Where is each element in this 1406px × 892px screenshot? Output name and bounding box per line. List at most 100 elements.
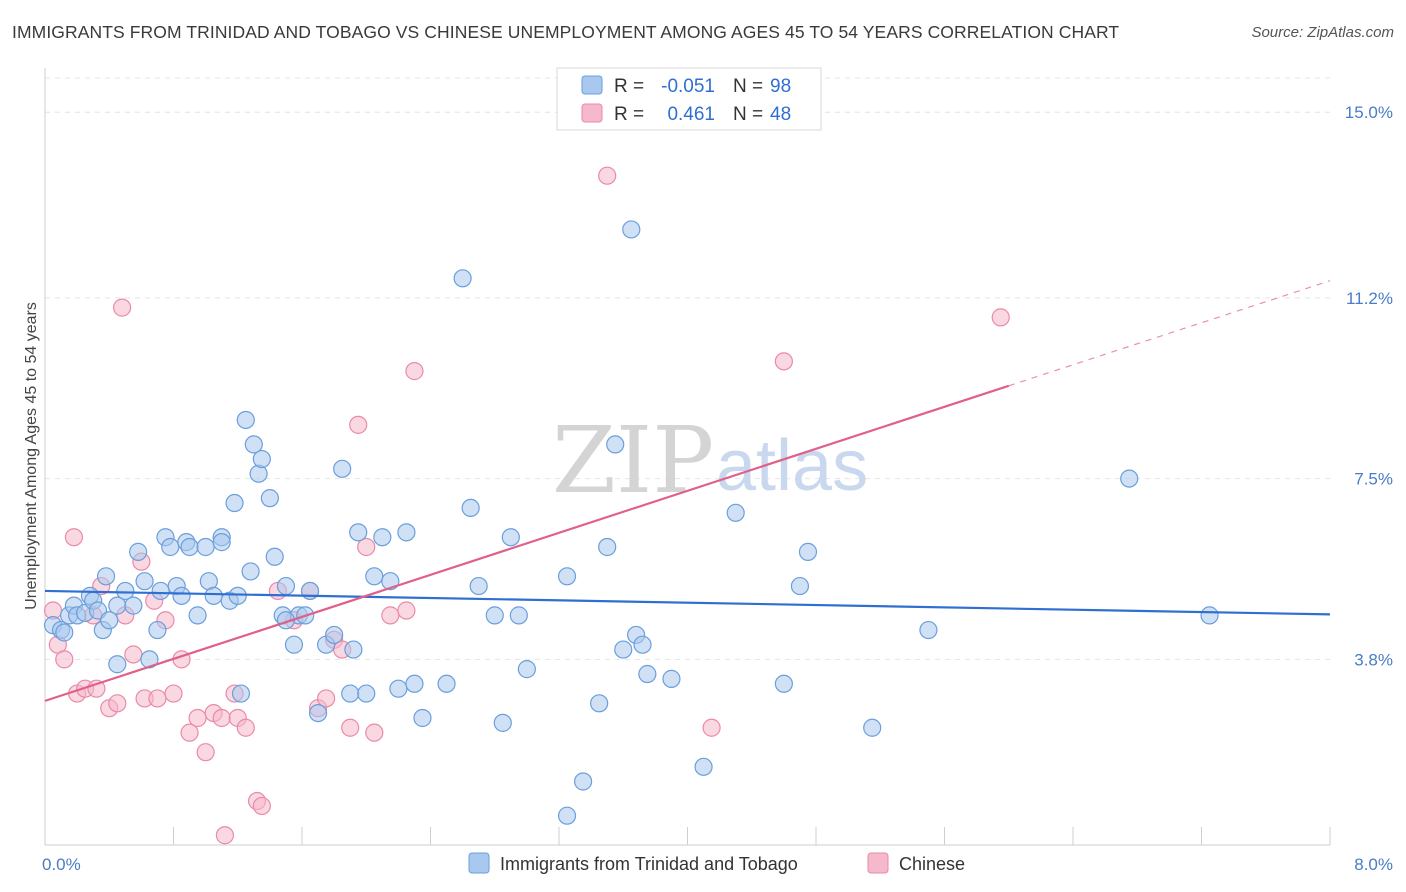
point-trinidad bbox=[349, 523, 368, 542]
legend-n-label-2: N = bbox=[733, 104, 763, 125]
point-trinidad bbox=[405, 674, 424, 693]
point-chinese bbox=[196, 743, 215, 762]
point-chinese bbox=[349, 415, 368, 434]
x-tick-label: 0.0% bbox=[42, 855, 81, 874]
point-trinidad bbox=[373, 528, 392, 547]
point-trinidad bbox=[863, 718, 882, 737]
point-trinidad bbox=[284, 635, 304, 654]
watermark-atlas: atlas bbox=[716, 426, 868, 506]
point-chinese bbox=[365, 723, 384, 742]
point-trinidad bbox=[188, 606, 207, 625]
point-trinidad bbox=[557, 806, 577, 825]
point-trinidad bbox=[135, 572, 154, 591]
point-chinese bbox=[236, 718, 255, 737]
point-trinidad bbox=[180, 537, 199, 557]
point-trinidad bbox=[389, 679, 408, 698]
x-tick-label: 8.0% bbox=[1354, 855, 1393, 874]
point-trinidad bbox=[236, 410, 255, 430]
chart-title: IMMIGRANTS FROM TRINIDAD AND TOBAGO VS C… bbox=[12, 22, 1120, 42]
legend-n-label-1: N = bbox=[733, 76, 763, 97]
point-trinidad bbox=[469, 576, 488, 596]
legend-r-label-2: R = bbox=[614, 104, 644, 125]
point-chinese bbox=[357, 537, 376, 557]
point-trinidad bbox=[308, 703, 328, 723]
point-trinidad bbox=[244, 435, 263, 454]
x-tick-labels: 0.0% 8.0% bbox=[42, 855, 1393, 874]
point-chinese bbox=[397, 601, 416, 620]
y-tick-label: 7.5% bbox=[1354, 470, 1393, 489]
point-trinidad bbox=[606, 435, 625, 454]
point-trinidad bbox=[598, 537, 617, 557]
point-trinidad bbox=[662, 669, 681, 688]
point-trinidad bbox=[55, 623, 74, 642]
point-chinese bbox=[252, 796, 271, 816]
trend-line-chinese-extension bbox=[1008, 280, 1331, 387]
point-trinidad bbox=[509, 606, 528, 625]
point-trinidad bbox=[100, 611, 119, 630]
point-chinese bbox=[55, 650, 74, 669]
series-legend: Immigrants from Trinidad and Tobago Chin… bbox=[468, 852, 965, 874]
point-chinese bbox=[341, 718, 360, 737]
axes bbox=[44, 68, 1331, 846]
y-tick-label: 3.8% bbox=[1354, 650, 1393, 669]
legend-n-value-2: 48 bbox=[770, 104, 791, 125]
point-trinidad bbox=[148, 620, 167, 640]
legend-r-value-1: -0.051 bbox=[661, 76, 715, 97]
legend-r-label-1: R = bbox=[614, 76, 644, 97]
point-trinidad bbox=[590, 694, 609, 713]
point-trinidad bbox=[798, 542, 818, 561]
point-chinese bbox=[381, 606, 400, 625]
point-trinidad bbox=[151, 581, 170, 601]
point-trinidad bbox=[204, 586, 223, 605]
point-chinese bbox=[212, 708, 231, 728]
y-tick-label: 11.2% bbox=[1346, 289, 1393, 308]
point-chinese bbox=[148, 689, 167, 708]
point-trinidad bbox=[325, 625, 344, 645]
point-trinidad bbox=[344, 640, 363, 659]
point-trinidad bbox=[557, 567, 577, 586]
point-trinidad bbox=[96, 567, 116, 586]
point-trinidad bbox=[453, 269, 472, 288]
point-trinidad bbox=[437, 674, 456, 693]
point-trinidad bbox=[196, 537, 215, 557]
point-trinidad bbox=[231, 684, 251, 703]
point-trinidad bbox=[241, 562, 260, 581]
series-swatch-pink bbox=[867, 852, 889, 874]
point-trinidad bbox=[726, 503, 745, 522]
point-trinidad bbox=[116, 581, 135, 601]
y-axis-title: Unemployment Among Ages 45 to 54 years bbox=[23, 302, 40, 610]
point-trinidad bbox=[397, 523, 416, 542]
series-label-blue: Immigrants from Trinidad and Tobago bbox=[500, 854, 798, 874]
watermark: ZIP atlas bbox=[552, 407, 868, 514]
point-trinidad bbox=[129, 542, 148, 561]
point-trinidad bbox=[365, 567, 384, 586]
legend-swatch-pink bbox=[581, 103, 603, 123]
point-trinidad bbox=[790, 576, 810, 596]
point-chinese bbox=[112, 298, 132, 317]
point-trinidad bbox=[694, 757, 713, 776]
point-trinidad bbox=[919, 620, 938, 640]
point-chinese bbox=[774, 352, 793, 371]
grid bbox=[45, 77, 1330, 660]
y-tick-label: 15.0% bbox=[1345, 103, 1393, 122]
point-trinidad bbox=[461, 498, 480, 518]
legend-r-value-2: 0.461 bbox=[667, 104, 715, 125]
legend-n-value-1: 98 bbox=[770, 76, 791, 97]
point-trinidad bbox=[161, 537, 180, 557]
trend-line-chinese bbox=[44, 384, 1010, 702]
point-trinidad bbox=[333, 459, 352, 478]
point-chinese bbox=[164, 684, 183, 703]
source-credit: Source: ZipAtlas.com bbox=[1251, 24, 1394, 41]
y-tick-labels: 3.8% 7.5% 11.2% 15.0% bbox=[1345, 103, 1393, 669]
point-trinidad bbox=[357, 684, 376, 703]
legend-swatch-blue bbox=[581, 75, 603, 95]
point-trinidad bbox=[573, 772, 593, 791]
point-trinidad bbox=[252, 449, 271, 469]
point-trinidad bbox=[108, 655, 127, 674]
point-trinidad bbox=[212, 533, 231, 552]
point-trinidad bbox=[249, 464, 268, 483]
point-trinidad bbox=[413, 708, 432, 728]
point-trinidad bbox=[260, 489, 279, 508]
point-chinese bbox=[991, 308, 1010, 327]
